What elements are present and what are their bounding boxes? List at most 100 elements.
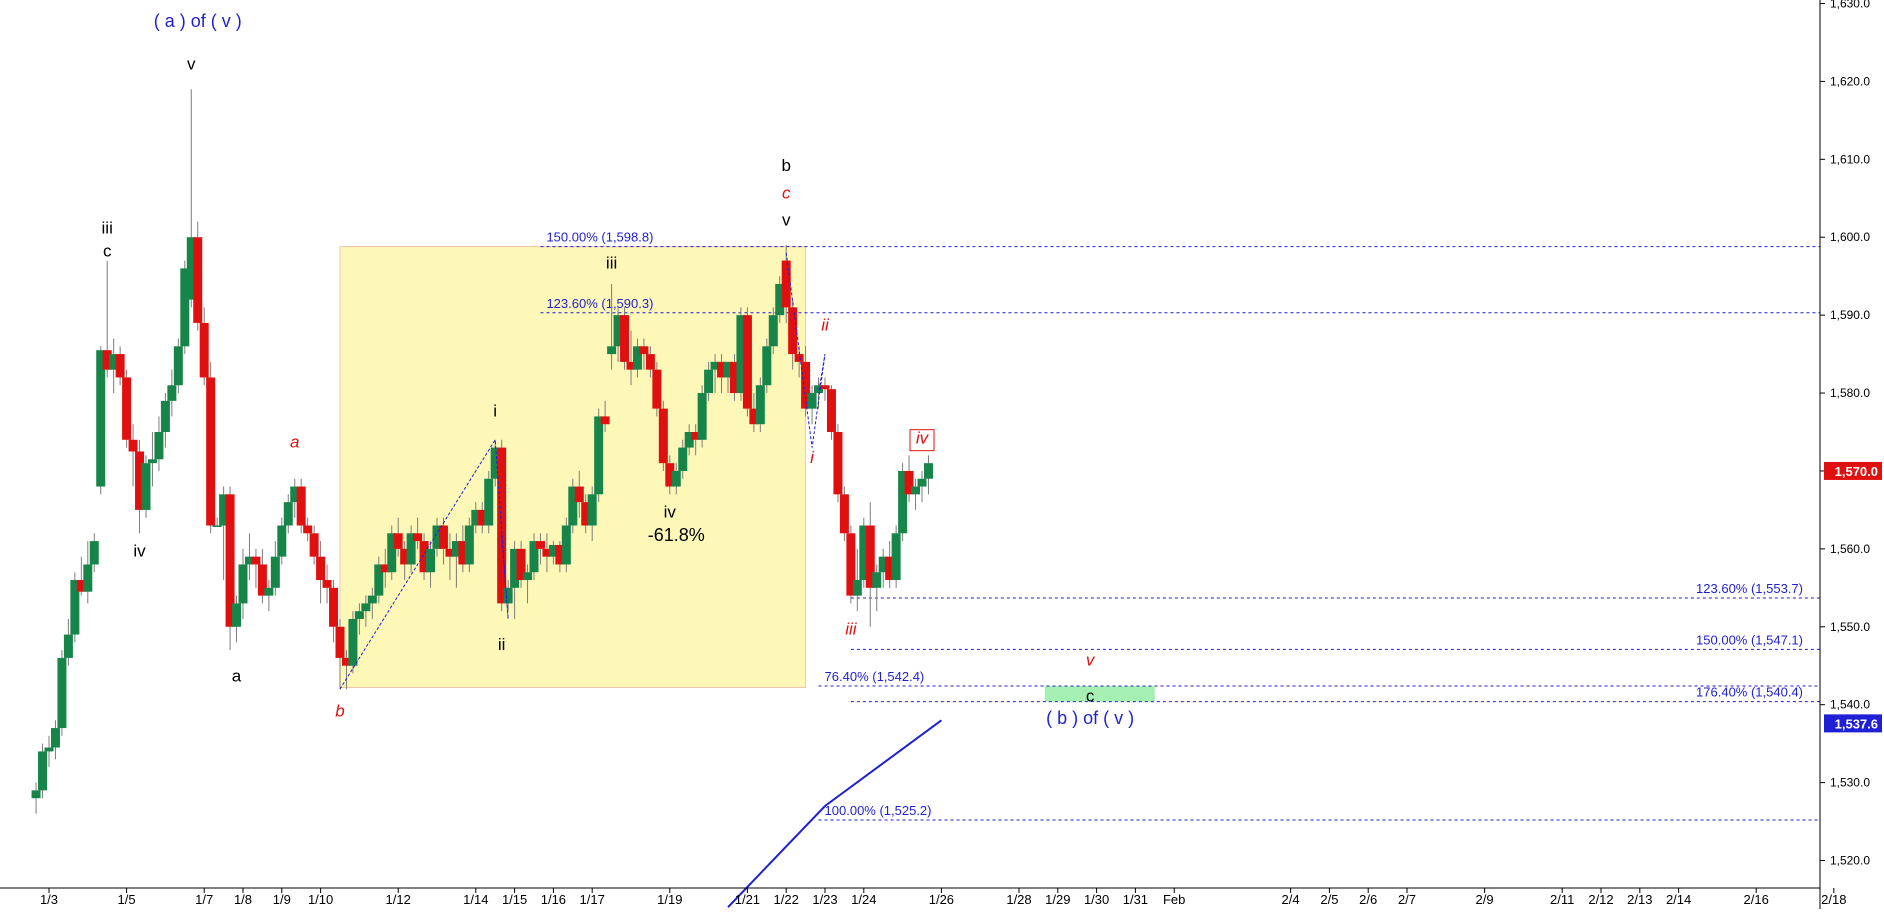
wave-label: c [103, 242, 112, 261]
candle-body-up [63, 634, 73, 658]
candle-body-up [361, 603, 371, 612]
candle-body-up [406, 533, 416, 565]
fib-level-label: 123.60% (1,553.7) [1696, 581, 1803, 596]
wave-label: v [1086, 651, 1096, 670]
candle-body-up [426, 548, 436, 573]
wave-label: -61.8% [648, 525, 705, 545]
candle-body-down [458, 541, 468, 565]
candle-body-up [38, 751, 48, 791]
x-tick-label: 1/19 [657, 892, 682, 907]
wave-label: b [335, 701, 344, 720]
candle-body-up [762, 346, 772, 386]
x-tick-label: 2/6 [1359, 892, 1377, 907]
trend-line [727, 719, 942, 908]
candle-body-up [31, 790, 41, 799]
candle-body-down [199, 322, 209, 378]
candle-body-up [244, 556, 254, 565]
x-tick-label: 1/31 [1123, 892, 1148, 907]
candle-body-up [697, 393, 707, 440]
candle-body-up [613, 315, 623, 347]
candle-body-down [309, 533, 319, 557]
candle-body-up [264, 587, 274, 596]
wave-label: c [1086, 687, 1095, 706]
candle-body-up [775, 283, 785, 316]
candle-body-down [393, 533, 403, 549]
wave-label: c [782, 183, 791, 202]
candle-body-down [749, 408, 759, 425]
y-tick-label: 1,590.0 [1830, 308, 1870, 322]
candle-body-down [542, 548, 552, 557]
candle-body-up [671, 470, 681, 487]
candle-body-down [400, 548, 410, 565]
wave-label: b [781, 156, 790, 175]
candle-body-up [568, 486, 578, 526]
candle-body-up [548, 544, 558, 557]
y-tick-label: 1,620.0 [1830, 74, 1870, 88]
x-tick-label: 1/15 [502, 892, 527, 907]
fib-level-label: 76.40% (1,542.4) [825, 669, 925, 684]
wave-label: ( b ) of ( v ) [1046, 708, 1134, 728]
wave-label: iv [133, 542, 146, 561]
candle-body-up [232, 603, 242, 627]
candle-body-down [665, 463, 675, 487]
candle-body-down [322, 580, 332, 588]
x-tick-label: 1/10 [308, 892, 333, 907]
x-tick-label: 1/7 [195, 892, 213, 907]
fib-level-label: 100.00% (1,525.2) [825, 803, 932, 818]
x-tick-label: 1/17 [580, 892, 605, 907]
candle-body-up [736, 315, 746, 394]
candle-body-up [173, 346, 183, 386]
candle-body-up [814, 385, 824, 394]
candle-body-down [581, 502, 591, 526]
x-tick-label: 1/14 [463, 892, 488, 907]
candle-body-down [445, 548, 455, 557]
candle-body-down [717, 361, 727, 378]
candle-body-up [510, 548, 520, 588]
candle-body-up [464, 525, 474, 565]
candle-body-up [704, 369, 714, 394]
x-tick-label: 2/4 [1282, 892, 1300, 907]
candle-body-down [303, 525, 313, 534]
candle-body-down [316, 556, 326, 581]
candle-body-up [160, 400, 170, 432]
candle-body-down [639, 346, 649, 355]
price-tag [1824, 714, 1882, 733]
x-tick-label: 1/21 [735, 892, 760, 907]
candle-body-down [102, 350, 112, 370]
candle-body-up [872, 572, 882, 588]
candle-body-down [794, 354, 804, 362]
x-tick-label: 1/24 [851, 892, 876, 907]
candle-body-up [96, 350, 106, 487]
background-layer [339, 246, 1155, 702]
y-tick-label: 1,540.0 [1830, 698, 1870, 712]
candle-body-down [477, 509, 487, 526]
candle-body-up [186, 237, 196, 300]
x-tick-label: 2/14 [1666, 892, 1691, 907]
y-tick-label: 1,560.0 [1830, 542, 1870, 556]
x-tick-label: 1/23 [812, 892, 837, 907]
candle-body-down [626, 361, 636, 370]
x-tick-label: 1/12 [386, 892, 411, 907]
candle-body-down [438, 525, 448, 549]
candle-body-up [348, 618, 358, 666]
x-tick-label: 1/9 [273, 892, 291, 907]
candle-body-down [620, 315, 630, 362]
candle-body-up [490, 447, 500, 479]
price-tag [1824, 461, 1882, 480]
candle-body-up [678, 447, 688, 471]
x-tick-label: 1/29 [1045, 892, 1070, 907]
candle-body-up [755, 385, 765, 425]
x-tick-label: 1/8 [234, 892, 252, 907]
y-tick-label: 1,550.0 [1830, 620, 1870, 634]
candle-body-down [833, 432, 843, 495]
x-tick-label: 2/13 [1627, 892, 1652, 907]
candle-body-down [115, 354, 125, 378]
candle-body-up [523, 572, 533, 581]
candle-body-up [807, 393, 817, 409]
wave-label: iii [606, 253, 617, 272]
candle-body-up [852, 580, 862, 596]
candle-body-down [341, 657, 351, 666]
candle-body-up [911, 486, 921, 495]
wave-label: v [187, 55, 196, 74]
wave-line [339, 438, 509, 690]
